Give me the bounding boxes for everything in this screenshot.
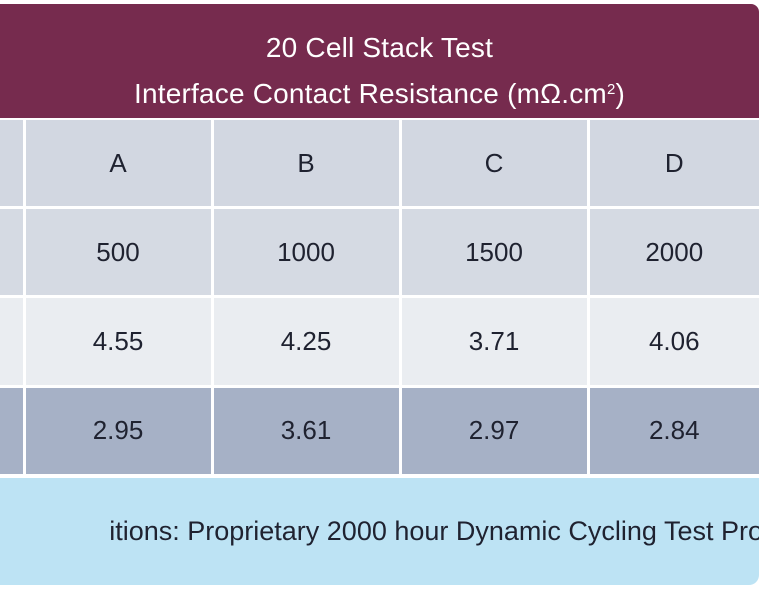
test-conditions-note: itions: Proprietary 2000 hour Dynamic Cy… — [0, 478, 759, 585]
table-cell: 2.97 — [398, 384, 590, 478]
row-label-cell — [0, 120, 26, 210]
table-subtitle: Interface Contact Resistance (mΩ.cm2) — [0, 71, 759, 117]
table-row: 2.95 3.61 2.97 2.84 — [0, 384, 759, 478]
row-label-cell — [0, 206, 26, 299]
test-conditions-text: itions: Proprietary 2000 hour Dynamic Cy… — [109, 516, 759, 546]
table-cell: 1000 — [210, 206, 402, 299]
table-cell: 1500 — [398, 206, 590, 299]
table-subtitle-superscript: 2 — [606, 81, 616, 98]
table-cell: 4.55 — [22, 295, 214, 388]
table-cell: 500 — [22, 206, 214, 299]
row-label-cell — [0, 295, 26, 388]
resistance-table: A B C D 500 1000 1500 2000 4.55 4.25 3.7… — [0, 120, 759, 478]
table-cell: A — [22, 120, 214, 210]
table-row: 4.55 4.25 3.71 4.06 — [0, 295, 759, 388]
table-cell: 2.84 — [586, 384, 759, 478]
table-title-banner: 20 Cell Stack Test Interface Contact Res… — [0, 4, 759, 118]
table-cell: C — [398, 120, 590, 210]
table-cell: 4.06 — [586, 295, 759, 388]
table-cell: 4.25 — [210, 295, 402, 388]
table-cell: 3.71 — [398, 295, 590, 388]
table-title: 20 Cell Stack Test — [265, 32, 494, 63]
table-cell: B — [210, 120, 402, 210]
table-subtitle-close: ) — [615, 78, 626, 109]
table-row: 500 1000 1500 2000 — [0, 206, 759, 299]
table-cell: 3.61 — [210, 384, 402, 478]
row-label-cell — [0, 384, 26, 478]
table-cell: D — [586, 120, 759, 210]
table-cell: 2.95 — [22, 384, 214, 478]
table-cell: 2000 — [586, 206, 759, 299]
table-row: A B C D — [0, 120, 759, 210]
table-subtitle-text: Interface Contact Resistance (mΩ.cm — [133, 78, 607, 109]
